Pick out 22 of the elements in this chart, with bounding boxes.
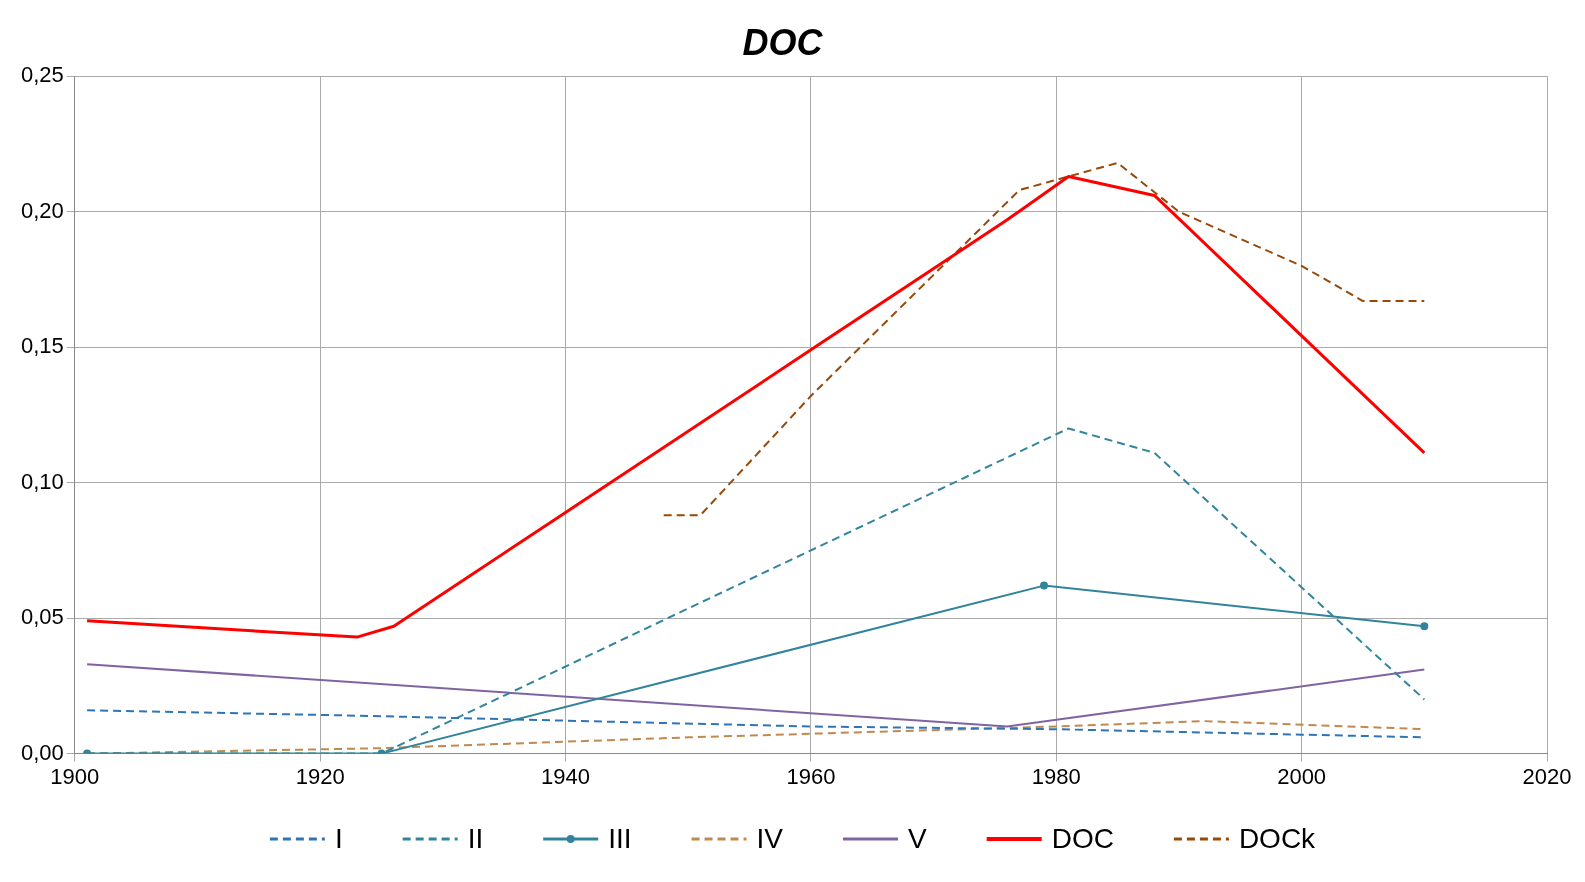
x-tick-label: 1900 [50, 763, 100, 789]
x-tick-label: 2020 [1522, 763, 1572, 789]
legend-label: I [334, 822, 343, 854]
y-tick-label: 0,15 [20, 333, 64, 359]
x-tick-label: 1940 [541, 763, 591, 789]
legend-label: II [467, 822, 484, 854]
y-tick-label: 0,25 [20, 62, 64, 88]
legend-label: IV [756, 822, 784, 854]
y-tick-label: 0,10 [20, 468, 64, 494]
legend-label: DOCk [1238, 822, 1317, 854]
line-series [662, 161, 1426, 517]
y-tick-label: 0,20 [20, 197, 64, 223]
x-tick-label: 1920 [295, 763, 345, 789]
legend-label: DOC [1051, 822, 1114, 854]
chart-title: DOC [742, 21, 824, 63]
x-tick-label: 1980 [1031, 763, 1081, 789]
x-tick-label: 2000 [1277, 763, 1327, 789]
legend-label: III [608, 822, 632, 854]
y-tick-label: 0,05 [20, 604, 64, 630]
legend-label: V [908, 822, 928, 854]
y-tick-label: 0,00 [20, 739, 64, 765]
x-tick-label: 1960 [786, 763, 836, 789]
